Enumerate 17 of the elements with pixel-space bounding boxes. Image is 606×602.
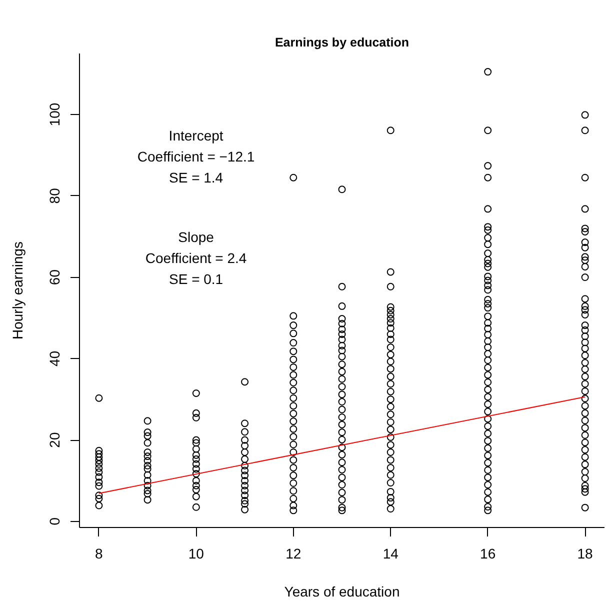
x-tick-label: 12 [286, 546, 302, 562]
x-axis-title: Years of education [284, 584, 400, 600]
x-tick-label: 16 [480, 546, 496, 562]
y-tick-label: 60 [46, 269, 62, 286]
y-tick-label: 40 [46, 350, 62, 366]
x-tick-label: 10 [188, 546, 204, 562]
annotation: Slope Coefficient = 2.4 SE = 0.1 [145, 228, 247, 287]
y-axis-title: Hourly earnings [10, 241, 26, 340]
x-tick-label: 14 [382, 546, 399, 562]
y-tick-label: 0 [46, 517, 62, 526]
x-tick-label: 18 [577, 546, 594, 562]
chart-title: Earnings by education [274, 36, 410, 50]
y-tick-label: 20 [46, 432, 62, 448]
x-tick-label: 8 [95, 546, 104, 562]
y-tick-label: 80 [46, 188, 62, 204]
annotation: Intercept Coefficient = −12.1 SE = 1.4 [137, 127, 255, 186]
y-tick-label: 100 [46, 102, 62, 126]
